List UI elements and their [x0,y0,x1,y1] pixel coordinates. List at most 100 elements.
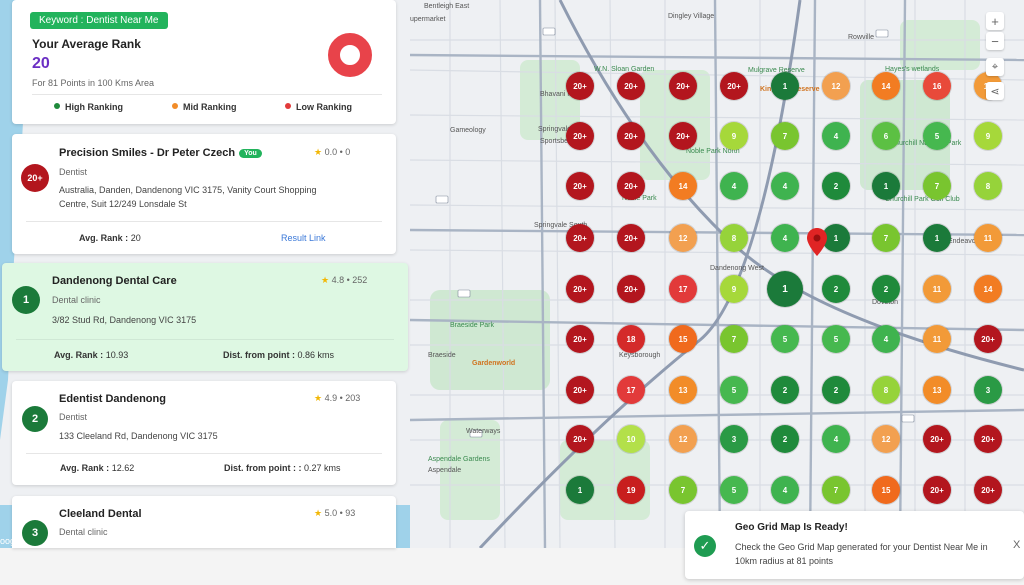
star-icon: ★ [314,508,323,518]
grid-point-rank[interactable]: 1 [923,224,951,252]
grid-point-rank[interactable]: 7 [771,122,799,150]
grid-point-rank[interactable]: 19 [617,476,645,504]
grid-point-rank[interactable]: 8 [872,376,900,404]
grid-point-rank[interactable]: 4 [771,172,799,200]
grid-point-rank[interactable]: 20+ [923,476,951,504]
grid-point-rank[interactable]: 20+ [566,425,594,453]
grid-point-rank[interactable]: 5 [822,325,850,353]
grid-point-rank[interactable]: 20+ [669,122,697,150]
grid-point-rank[interactable]: 18 [617,325,645,353]
grid-point-rank[interactable]: 20+ [566,72,594,100]
grid-point-rank[interactable]: 17 [669,275,697,303]
result-card-3[interactable]: 3 Cleeland Dental ★ 5.0 • 93 Dental clin… [12,496,396,548]
grid-point-rank[interactable]: 20+ [566,376,594,404]
grid-point-rank[interactable]: 15 [872,476,900,504]
grid-point-rank[interactable]: 14 [974,275,1002,303]
share-icon[interactable]: ⋖ [986,82,1004,100]
close-icon[interactable]: X [1013,539,1021,551]
grid-point-rank[interactable]: 20+ [566,122,594,150]
grid-point-rank[interactable]: 12 [669,224,697,252]
grid-point-rank[interactable]: 7 [720,325,748,353]
grid-point-rank[interactable]: 11 [974,224,1002,252]
grid-point-rank[interactable]: 20+ [923,425,951,453]
grid-point-rank[interactable]: 5 [771,325,799,353]
location-pin-icon[interactable] [807,228,827,256]
avg-rank: Avg. Rank : 20 [79,233,141,243]
grid-point-rank[interactable]: 7 [669,476,697,504]
grid-point-rank[interactable]: 20+ [566,325,594,353]
grid-point-rank[interactable]: 9 [974,122,1002,150]
grid-point-rank[interactable]: 20+ [617,122,645,150]
grid-point-rank[interactable]: 20+ [566,224,594,252]
grid-point-rank[interactable]: 20+ [617,172,645,200]
grid-point-rank[interactable]: 12 [669,425,697,453]
grid-point-rank[interactable]: 20+ [566,275,594,303]
grid-point-rank[interactable]: 20+ [566,172,594,200]
grid-point-rank[interactable]: 1 [872,172,900,200]
grid-point-rank[interactable]: 7 [872,224,900,252]
grid-point-rank[interactable]: 20+ [669,72,697,100]
grid-point-rank[interactable]: 4 [771,224,799,252]
map-place-label: Endeavour Hills [948,238,998,245]
grid-point-rank[interactable]: 20+ [617,275,645,303]
grid-point-rank[interactable]: 2 [771,376,799,404]
grid-point-rank[interactable]: 1 [771,72,799,100]
grid-point-rank[interactable]: 10 [617,425,645,453]
grid-point-rank[interactable]: 5 [923,122,951,150]
grid-point-rank[interactable]: 20+ [720,72,748,100]
grid-point-rank[interactable]: 2 [822,172,850,200]
grid-point-rank[interactable]: 3 [720,425,748,453]
grid-point-rank[interactable]: 4 [822,425,850,453]
zoom-in-button[interactable]: + [986,12,1004,30]
grid-point-rank[interactable]: 17 [617,376,645,404]
business-address: Australia, Danden, Dandenong VIC 3175, V… [59,185,317,209]
grid-point-rank[interactable]: 20+ [974,476,1002,504]
grid-point-rank[interactable]: 2 [822,275,850,303]
grid-point-rank[interactable]: 4 [872,325,900,353]
grid-point-rank[interactable]: 2 [771,425,799,453]
result-card-own[interactable]: 20+ Precision Smiles - Dr Peter Czech You… [12,134,396,254]
locate-icon[interactable]: ⌖ [986,58,1004,76]
grid-point-rank[interactable]: 13 [669,376,697,404]
grid-point-rank[interactable]: 7 [822,476,850,504]
grid-point-rank[interactable]: 1 [767,271,803,307]
grid-point-rank[interactable]: 8 [720,224,748,252]
result-link[interactable]: Result Link [281,233,326,243]
grid-point-rank[interactable]: 14 [669,172,697,200]
grid-point-rank[interactable]: 15 [669,325,697,353]
grid-point-rank[interactable]: 20+ [974,425,1002,453]
grid-point-rank[interactable]: 16 [923,72,951,100]
grid-point-rank[interactable]: 4 [771,476,799,504]
grid-point-rank[interactable]: 6 [872,122,900,150]
map-place-label: Springvale [538,126,572,133]
grid-point-rank[interactable]: 14 [872,72,900,100]
grid-point-rank[interactable]: 12 [872,425,900,453]
grid-point-rank[interactable]: 11 [923,325,951,353]
legend-mid: Mid Ranking [172,102,237,112]
result-card-2[interactable]: 2 Edentist Dandenong ★ 4.9 • 203 Dentist… [12,381,396,485]
grid-point-rank[interactable]: 11 [923,275,951,303]
grid-point-rank[interactable]: 7 [923,172,951,200]
grid-point-rank[interactable]: 20+ [617,72,645,100]
grid-point-rank[interactable]: 8 [974,172,1002,200]
grid-point-rank[interactable]: 9 [720,122,748,150]
grid-point-rank[interactable]: 1 [566,476,594,504]
grid-point-rank[interactable]: 5 [720,476,748,504]
grid-point-rank[interactable]: 3 [974,376,1002,404]
grid-point-rank[interactable]: 4 [720,172,748,200]
grid-point-rank[interactable]: 2 [872,275,900,303]
result-card-1[interactable]: 1 Dandenong Dental Care ★ 4.8 • 252 Dent… [2,263,408,371]
grid-point-rank[interactable]: 20+ [617,224,645,252]
grid-point-rank[interactable]: 2 [822,376,850,404]
legend-low: Low Ranking [285,102,352,112]
grid-point-rank[interactable]: 20+ [974,325,1002,353]
zoom-out-button[interactable]: − [986,32,1004,50]
grid-point-rank[interactable]: 13 [923,376,951,404]
rank-donut-chart [328,33,372,77]
grid-point-rank[interactable]: 5 [720,376,748,404]
map-place-label: Braeside Park [450,322,494,329]
grid-point-rank[interactable]: 9 [720,275,748,303]
grid-point-rank[interactable]: 12 [822,72,850,100]
grid-point-rank[interactable]: 4 [822,122,850,150]
you-badge: You [239,149,262,158]
